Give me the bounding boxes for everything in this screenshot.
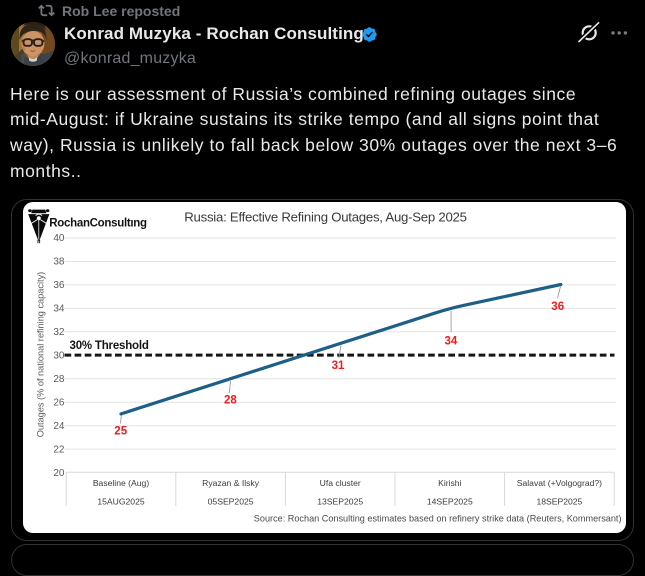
svg-text:36: 36 (551, 301, 564, 313)
svg-text:34: 34 (445, 335, 458, 347)
svg-text:18SEP2025: 18SEP2025 (536, 497, 582, 507)
svg-text:14SEP2025: 14SEP2025 (427, 497, 473, 507)
svg-text:31: 31 (332, 360, 345, 372)
svg-text:05SEP2025: 05SEP2025 (208, 497, 254, 507)
svg-text:RochanConsultıng: RochanConsultıng (49, 217, 147, 229)
svg-text:36: 36 (53, 280, 65, 291)
svg-text:Ufa cluster: Ufa cluster (320, 478, 361, 488)
svg-text:13SEP2025: 13SEP2025 (317, 497, 363, 507)
svg-text:22: 22 (53, 444, 65, 455)
svg-text:28: 28 (224, 394, 237, 406)
svg-text:Kirishi: Kirishi (438, 478, 461, 488)
svg-text:40: 40 (53, 233, 65, 244)
svg-text:26: 26 (53, 397, 65, 408)
svg-text:20: 20 (53, 468, 65, 479)
svg-text:Outages (% of national refinin: Outages (% of national refining capacity… (36, 272, 46, 437)
svg-text:15AUG2025: 15AUG2025 (97, 497, 145, 507)
svg-text:Ryazan & Ilsky: Ryazan & Ilsky (202, 478, 260, 488)
svg-text:32: 32 (53, 327, 65, 338)
svg-text:Russia: Effective Refining Out: Russia: Effective Refining Outages, Aug-… (184, 210, 466, 225)
svg-text:34: 34 (53, 304, 65, 315)
svg-text:30% Threshold: 30% Threshold (70, 340, 149, 352)
svg-text:Baseline (Aug): Baseline (Aug) (93, 478, 150, 488)
svg-text:Salavat (+Volgograd?): Salavat (+Volgograd?) (517, 478, 602, 488)
svg-text:30: 30 (53, 351, 65, 362)
svg-text:24: 24 (53, 421, 65, 432)
svg-text:25: 25 (114, 426, 127, 438)
svg-text:38: 38 (53, 257, 65, 268)
svg-text:Source: Rochan Consulting esti: Source: Rochan Consulting estimates base… (254, 514, 622, 524)
svg-text:28: 28 (53, 374, 65, 385)
